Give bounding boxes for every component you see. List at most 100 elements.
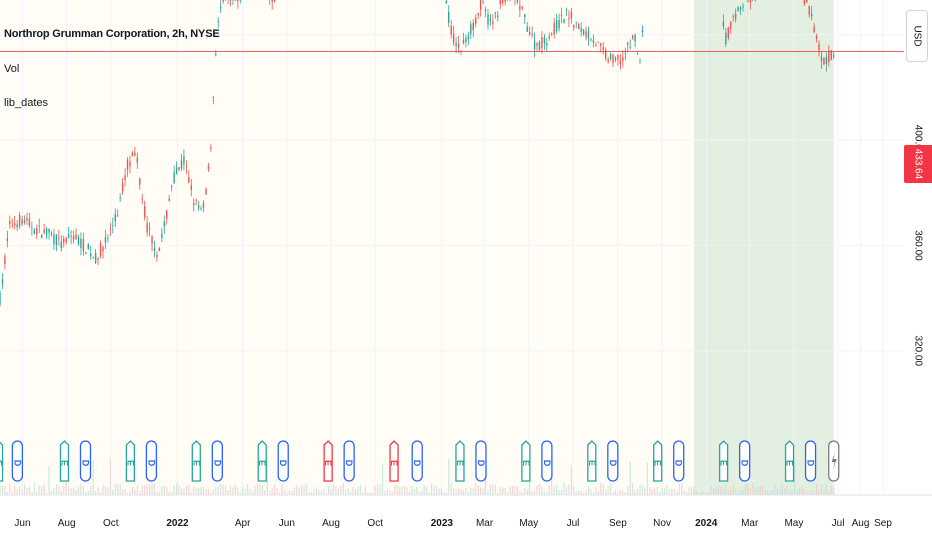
volume-bar bbox=[163, 485, 165, 495]
dividend-marker[interactable]: D bbox=[541, 440, 553, 482]
volume-bar bbox=[673, 489, 675, 495]
dividend-marker[interactable]: D bbox=[475, 440, 487, 482]
volume-bar bbox=[624, 492, 626, 495]
candle-body bbox=[492, 21, 494, 25]
candle-body bbox=[271, 0, 273, 2]
volume-legend[interactable]: Vol bbox=[4, 63, 20, 75]
earnings-marker[interactable]: E bbox=[785, 440, 795, 482]
earnings-marker[interactable]: E bbox=[389, 440, 399, 482]
candle-body bbox=[528, 32, 531, 35]
candle-body bbox=[195, 200, 197, 202]
earnings-marker[interactable]: E bbox=[455, 440, 465, 482]
dividend-marker[interactable]: D bbox=[211, 440, 223, 482]
volume-bar bbox=[107, 487, 109, 495]
earnings-marker[interactable]: E bbox=[719, 440, 729, 482]
dividend-marker[interactable]: D bbox=[79, 440, 92, 482]
time-tick-label: Apr bbox=[235, 518, 251, 529]
earnings-marker[interactable]: E bbox=[125, 440, 135, 482]
earnings-marker[interactable]: E bbox=[323, 440, 333, 482]
dividend-marker[interactable]: D bbox=[804, 440, 817, 482]
volume-bar bbox=[72, 487, 75, 495]
volume-bar bbox=[242, 486, 244, 495]
candle-body bbox=[119, 197, 121, 199]
earnings-icon bbox=[257, 440, 267, 482]
volume-bar bbox=[482, 488, 484, 495]
dividend-marker[interactable]: D bbox=[607, 440, 619, 482]
candle-body bbox=[48, 228, 50, 233]
candle-body bbox=[732, 15, 734, 17]
volume-bar bbox=[212, 490, 214, 495]
volume-bar bbox=[506, 491, 509, 495]
shaded-range bbox=[0, 0, 694, 495]
earnings-icon bbox=[59, 440, 70, 482]
volume-bar bbox=[126, 492, 129, 495]
volume-bar bbox=[511, 486, 514, 495]
volume-bar bbox=[58, 485, 60, 495]
volume-bar bbox=[200, 486, 202, 495]
candle-body bbox=[600, 43, 602, 46]
volume-bar bbox=[573, 486, 575, 495]
volume-bar bbox=[330, 489, 332, 495]
lightning-icon bbox=[831, 453, 837, 470]
dividend-marker[interactable]: D bbox=[145, 440, 158, 482]
volume-bar bbox=[1, 486, 4, 495]
dividend-icon bbox=[11, 440, 24, 482]
lib-dates-legend[interactable]: lib_dates bbox=[4, 97, 49, 109]
volume-bar bbox=[75, 490, 77, 495]
time-tick-label: Mar bbox=[741, 518, 759, 529]
time-tick-label: Aug bbox=[58, 518, 76, 529]
volume-bar bbox=[609, 483, 612, 495]
candle-body bbox=[580, 27, 582, 32]
volume-bar bbox=[389, 490, 391, 495]
earnings-marker[interactable]: E bbox=[257, 440, 267, 482]
symbol-legend[interactable]: Northrop Grumman Corporation, 2h, NYSE bbox=[4, 28, 220, 40]
volume-bar bbox=[114, 483, 116, 495]
dividend-marker[interactable]: D bbox=[277, 440, 289, 482]
volume-bar bbox=[605, 489, 607, 495]
candle-body bbox=[641, 30, 644, 33]
volume-bar bbox=[14, 485, 16, 495]
earnings-letter: E bbox=[0, 460, 4, 466]
volume-bar bbox=[48, 466, 50, 495]
candle-body bbox=[197, 204, 200, 208]
split-marker[interactable] bbox=[828, 440, 840, 482]
candle-body bbox=[11, 225, 13, 226]
candle-body bbox=[210, 147, 212, 149]
candle-body bbox=[497, 15, 499, 18]
volume-bar bbox=[445, 492, 447, 495]
volume-bar bbox=[646, 462, 648, 495]
volume-bar bbox=[497, 492, 499, 495]
dividend-letter: D bbox=[608, 460, 618, 467]
volume-bar bbox=[686, 492, 688, 495]
earnings-marker[interactable]: E bbox=[521, 440, 531, 482]
volume-bar bbox=[377, 483, 379, 495]
earnings-marker[interactable]: E bbox=[587, 440, 597, 482]
candle-body bbox=[489, 18, 492, 22]
volume-bar bbox=[102, 485, 104, 495]
volume-bar bbox=[766, 490, 769, 495]
candle-body bbox=[725, 32, 727, 45]
volume-bar bbox=[352, 486, 354, 495]
earnings-marker[interactable]: E bbox=[653, 440, 663, 482]
dividend-marker[interactable]: D bbox=[673, 440, 685, 482]
candle-body bbox=[21, 219, 23, 224]
earnings-marker[interactable]: E bbox=[191, 440, 201, 482]
volume-bar bbox=[175, 483, 178, 495]
volume-bar bbox=[546, 492, 548, 495]
candle-body bbox=[31, 227, 33, 229]
candle-body bbox=[53, 234, 55, 244]
earnings-marker[interactable]: E bbox=[59, 440, 70, 482]
earnings-marker[interactable]: E bbox=[0, 441, 4, 482]
currency-button[interactable]: USD bbox=[906, 10, 928, 62]
dividend-marker[interactable]: D bbox=[343, 440, 355, 482]
candle-body bbox=[36, 228, 38, 235]
volume-bar bbox=[283, 490, 286, 495]
candle-body bbox=[820, 56, 823, 61]
dividend-marker[interactable]: D bbox=[738, 440, 751, 482]
volume-bar bbox=[651, 489, 653, 495]
dividend-marker[interactable]: D bbox=[11, 440, 24, 482]
candle-body bbox=[578, 24, 580, 30]
volume-bar bbox=[614, 489, 617, 495]
dividend-marker[interactable]: D bbox=[411, 440, 423, 482]
